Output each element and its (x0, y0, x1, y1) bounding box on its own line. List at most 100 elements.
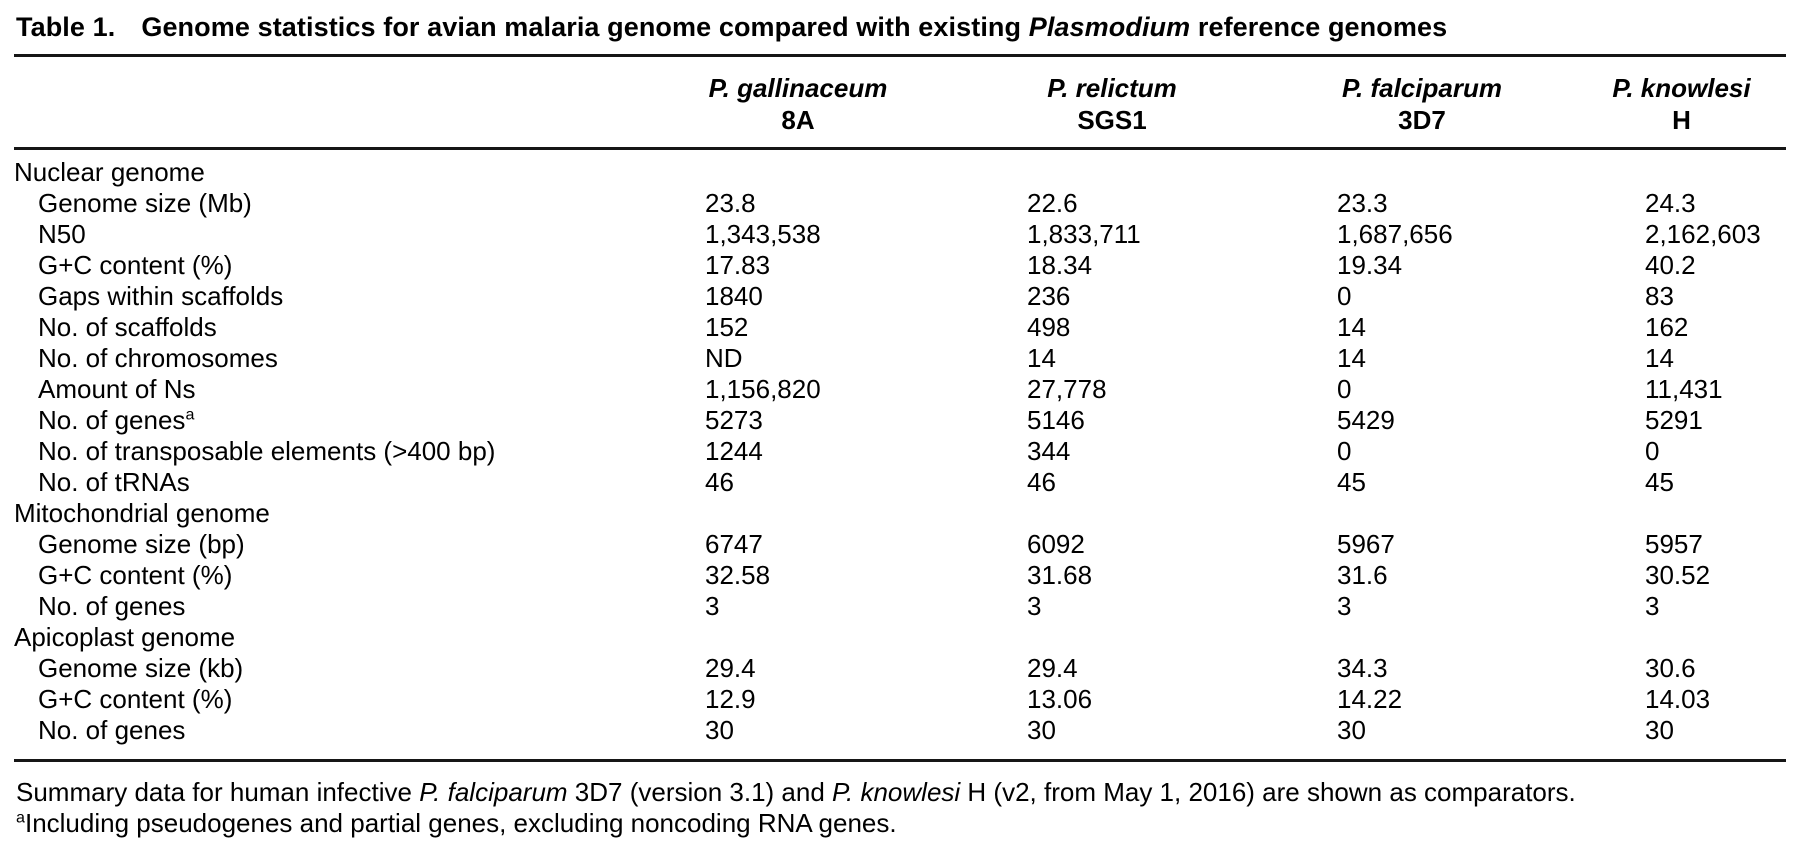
row-label: No. of tRNAs (38, 467, 190, 497)
column-species: P. gallinaceum (708, 73, 888, 103)
table-cell: 23.8 (705, 188, 756, 218)
table-row: G+C content (%) 17.83 18.34 19.34 40.2 (14, 250, 1786, 281)
table-cell: 45 (1645, 467, 1674, 497)
table-cell: 162 (1645, 312, 1689, 342)
table-row: Genome size (bp) 6747 6092 5967 5957 (14, 529, 1786, 560)
column-header-4: P. knowlesi H (1577, 55, 1786, 150)
table-cell: 14.03 (1645, 684, 1711, 714)
table-cell: 5273 (705, 405, 763, 435)
table-cell: 29.4 (705, 653, 756, 683)
table-cell: 18.34 (1027, 250, 1093, 280)
table-row: No. of genesa 5273 5146 5429 5291 (14, 405, 1786, 436)
table-body: Nuclear genome Genome size (Mb) 23.8 22.6 23… (14, 149, 1786, 762)
table-cell: 3 (1337, 591, 1352, 621)
row-label: Genome size (bp) (38, 529, 245, 559)
table-cell: 14 (1337, 343, 1366, 373)
table-cell: 31.6 (1337, 560, 1388, 590)
table-cell: 11,431 (1645, 374, 1723, 404)
table-footnotes: Summary data for human infective P. falc… (14, 777, 1786, 839)
table-cell: 5967 (1337, 529, 1395, 559)
table-cell: 46 (705, 467, 734, 497)
row-label: N50 (38, 219, 86, 249)
table-cell: 6092 (1027, 529, 1085, 559)
table-cell (957, 498, 1267, 529)
table-cell: 5291 (1645, 405, 1703, 435)
table-cell: 83 (1645, 281, 1674, 311)
row-label: Genome size (kb) (38, 653, 244, 683)
caption-text: H (v2, from May 1, 2016) are shown as co… (960, 777, 1576, 807)
row-label: G+C content (%) (38, 560, 233, 590)
table-cell: 2,162,603 (1645, 219, 1761, 249)
row-label: Genome size (Mb) (38, 188, 252, 218)
table-cell: 23.3 (1337, 188, 1388, 218)
table-row: Genome size (kb) 29.4 29.4 34.3 30.6 (14, 653, 1786, 684)
table-cell: 3 (705, 591, 720, 621)
table-cell: 40.2 (1645, 250, 1696, 280)
column-species: P. relictum (1047, 73, 1177, 103)
row-label: Amount of Ns (38, 374, 196, 404)
table-cell: 30 (1577, 715, 1786, 762)
table-cell: 29.4 (1027, 653, 1078, 683)
table-row: No. of genes 30 30 30 30 (14, 715, 1786, 762)
column-species: P. knowlesi (1612, 73, 1751, 103)
table-cell: 32.58 (705, 560, 771, 590)
column-strain: SGS1 (1077, 105, 1147, 135)
row-label: Gaps within scaffolds (38, 281, 284, 311)
table-cell: 1,833,711 (1027, 219, 1141, 249)
table-cell: 17.83 (705, 250, 771, 280)
footnote-text: Including pseudogenes and partial genes,… (24, 808, 897, 838)
table-cell: 236 (1027, 281, 1071, 311)
row-label-superscript: a (185, 405, 195, 424)
table-cell: 30.52 (1645, 560, 1711, 590)
header-empty-cell (14, 55, 639, 150)
table-header: P. gallinaceum 8A P. relictum SGS1 P. falcip… (14, 55, 1786, 150)
table-row: No. of genes 3 3 3 3 (14, 591, 1786, 622)
row-label: No. of genesa (38, 405, 195, 435)
table-row: G+C content (%) 12.9 13.06 14.22 14.03 (14, 684, 1786, 715)
row-label: No. of genes (38, 591, 186, 621)
table-cell (639, 622, 957, 653)
row-label: Apicoplast genome (14, 622, 236, 652)
table-cell: 27,778 (1027, 374, 1107, 404)
table-row: No. of tRNAs 46 46 45 45 (14, 467, 1786, 498)
table-cell: 498 (1027, 312, 1071, 342)
table-cell: 14.22 (1337, 684, 1403, 714)
table-cell: 14 (1645, 343, 1674, 373)
species-name-text: Plasmodium (1028, 12, 1191, 42)
table-number: Table 1. (16, 12, 116, 42)
table-cell: 19.34 (1337, 250, 1403, 280)
table-cell (1267, 498, 1577, 529)
table-cell: 6747 (705, 529, 763, 559)
table-cell (1267, 622, 1577, 653)
table-cell (639, 498, 957, 529)
table-cell: 31.68 (1027, 560, 1093, 590)
table-row: Genome size (Mb) 23.8 22.6 23.3 24.3 (14, 188, 1786, 219)
row-label: No. of scaffolds (38, 312, 217, 342)
table-cell: 152 (705, 312, 749, 342)
table-row: N50 1,343,538 1,833,711 1,687,656 2,162,603 (14, 219, 1786, 250)
table-cell: 14 (1027, 343, 1056, 373)
column-strain: 3D7 (1398, 105, 1446, 135)
table-cell: 24.3 (1645, 188, 1696, 218)
table-cell (957, 622, 1267, 653)
table-cell (639, 149, 957, 189)
table-cell: 3 (1645, 591, 1660, 621)
row-label: No. of transposable elements (>400 bp) (38, 436, 496, 466)
table-title: Table 1. Genome statistics for avian mala… (14, 8, 1786, 54)
section-row: Mitochondrial genome (14, 498, 1786, 529)
table-cell: 1244 (705, 436, 763, 466)
table-row: Amount of Ns 1,156,820 27,778 0 11,431 (14, 374, 1786, 405)
table-cell: 14 (1337, 312, 1366, 342)
table-row: No. of transposable elements (>400 bp) 12… (14, 436, 1786, 467)
header-row: P. gallinaceum 8A P. relictum SGS1 P. falcip… (14, 55, 1786, 150)
table-cell: 344 (1027, 436, 1071, 466)
species-name-text: P. knowlesi (832, 777, 961, 807)
genome-stats-table: P. gallinaceum 8A P. relictum SGS1 P. falcip… (14, 54, 1786, 762)
table-cell (1577, 149, 1786, 189)
table-cell (1577, 622, 1786, 653)
table-row: No. of scaffolds 152 498 14 162 (14, 312, 1786, 343)
table-cell: 0 (1337, 436, 1352, 466)
table-cell (957, 149, 1267, 189)
footnote-comparators: Summary data for human infective P. falc… (16, 777, 1786, 808)
